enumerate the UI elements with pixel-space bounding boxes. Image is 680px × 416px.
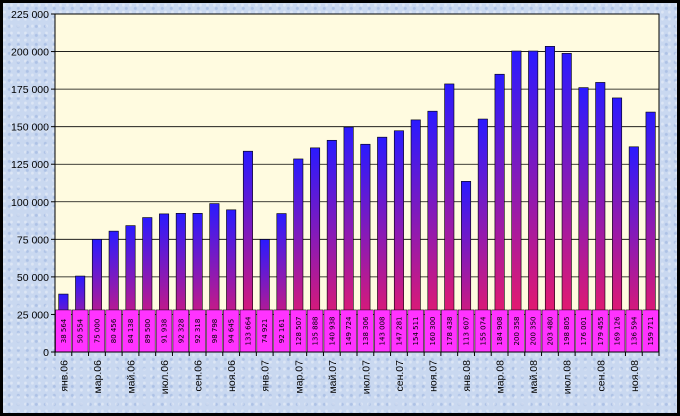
data-label: 159 711	[647, 316, 655, 345]
x-tick-label: июл.06	[159, 360, 171, 394]
x-tick-label: июл.08	[562, 360, 574, 394]
x-tick-label: май.06	[126, 360, 138, 394]
data-label: 138 306	[362, 316, 370, 345]
data-label: 98 798	[211, 319, 219, 344]
data-label: 133 664	[244, 316, 252, 345]
data-label: 80 456	[110, 318, 118, 343]
x-tick-label: июл.07	[360, 360, 372, 394]
y-tick-label: 75 000	[17, 234, 49, 246]
chart-panel: 38 564 50 554 75 000 80 456 84 138 89 500 91 9…	[3, 3, 677, 413]
x-tick-label: мар.07	[293, 360, 305, 394]
x-tick-label: сен.06	[193, 360, 205, 392]
data-label: 75 000	[93, 319, 101, 344]
data-label: 92 328	[177, 319, 185, 344]
y-tick-label: 25 000	[17, 309, 49, 321]
data-label: 198 805	[563, 316, 571, 345]
data-label: 113 607	[463, 316, 471, 345]
y-tick-label: 100 000	[11, 197, 49, 209]
data-label: 84 138	[127, 319, 135, 344]
x-tick-label: янв.08	[461, 360, 473, 392]
data-label: 136 594	[630, 316, 638, 345]
bar	[561, 53, 572, 353]
data-label: 184 908	[496, 316, 504, 345]
data-label: 200 350	[530, 316, 538, 345]
x-tick-label: янв.07	[260, 360, 272, 392]
data-label: 149 724	[345, 316, 353, 345]
x-axis: янв.06 мар.06 май.06 июл.06 сен.06 ноя.06 янв.…	[54, 351, 660, 394]
plot-area	[54, 13, 660, 353]
bar	[544, 46, 555, 353]
bar	[528, 50, 539, 353]
x-tick-label: янв.06	[58, 360, 70, 392]
data-label: 169 126	[614, 316, 622, 345]
x-tick-label: май.08	[528, 360, 540, 394]
y-axis: 0 25 000 50 000 75 000 100 000 125 000 150 000…	[11, 9, 56, 359]
x-tick-label: ноя.06	[226, 360, 238, 392]
y-tick-label: 50 000	[17, 272, 49, 284]
y-tick-label: 175 000	[11, 84, 49, 96]
x-tick-label: мар.06	[92, 360, 104, 394]
data-label: 154 511	[412, 316, 420, 345]
bar-chart: 38 564 50 554 75 000 80 456 84 138 89 500 91 9…	[11, 9, 660, 394]
data-label: 89 500	[144, 319, 152, 344]
data-label: 200 358	[513, 316, 521, 345]
y-tick-label: 0	[43, 347, 49, 359]
data-label: 135 888	[312, 316, 320, 345]
data-label: 203 480	[546, 316, 554, 345]
data-label: 92 161	[278, 319, 286, 344]
data-label: 50 554	[77, 318, 85, 343]
data-label: 38 564	[60, 318, 68, 343]
y-tick-label: 125 000	[11, 159, 49, 171]
data-label: 155 074	[479, 316, 487, 345]
x-tick-label: май.07	[327, 360, 339, 394]
data-label: 74 921	[261, 319, 269, 344]
gridlines	[55, 13, 659, 315]
data-labels: 38 564 50 554 75 000 80 456 84 138 89 500 91 9…	[55, 309, 659, 353]
x-tick-label: сен.08	[595, 360, 607, 392]
data-label: 160 300	[429, 316, 437, 345]
data-label: 178 438	[446, 316, 454, 345]
data-label: 179 455	[597, 316, 605, 345]
bar	[511, 50, 522, 353]
y-tick-label: 150 000	[11, 122, 49, 134]
data-label: 176 001	[580, 316, 588, 345]
y-tick-label: 200 000	[11, 47, 49, 59]
data-label: 94 645	[228, 319, 236, 344]
x-tick-label: мар.08	[495, 360, 507, 394]
x-tick-label: ноя.08	[629, 360, 641, 392]
y-tick-label: 225 000	[11, 9, 49, 21]
data-label: 143 008	[379, 316, 387, 345]
data-label: 91 938	[161, 319, 169, 344]
x-tick-label: сен.07	[394, 360, 406, 392]
x-tick-label: ноя.07	[428, 360, 440, 392]
data-label: 92 318	[194, 319, 202, 344]
data-label: 128 507	[295, 316, 303, 345]
data-label: 147 281	[395, 316, 403, 345]
data-label: 140 938	[328, 316, 336, 345]
